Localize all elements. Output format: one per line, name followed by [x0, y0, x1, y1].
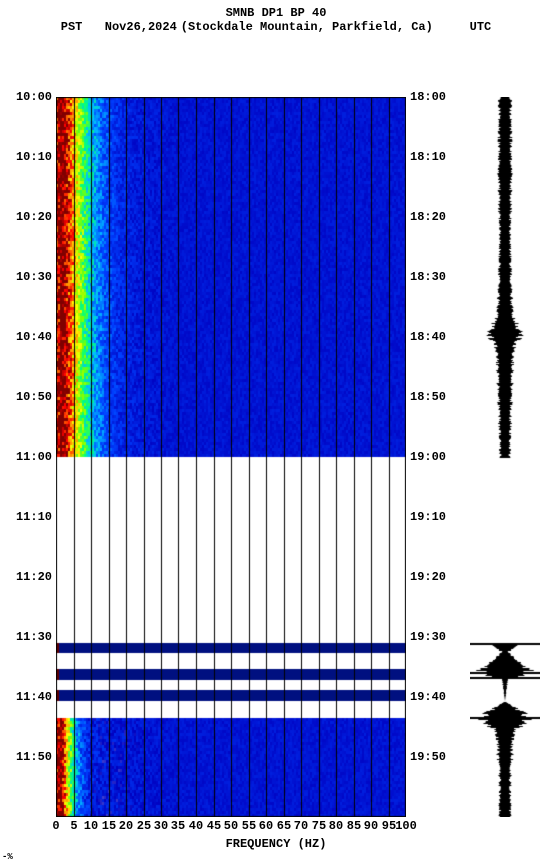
xtick: 20	[119, 819, 133, 833]
ytick-left: 10:20	[16, 210, 52, 224]
ytick-right: 19:30	[410, 630, 446, 644]
footnote: -%	[2, 852, 13, 862]
ytick-left: 10:10	[16, 150, 52, 164]
ytick-right: 18:20	[410, 210, 446, 224]
xtick: 10	[84, 819, 98, 833]
xtick: 90	[364, 819, 378, 833]
xtick: 15	[102, 819, 116, 833]
ytick-left: 10:50	[16, 390, 52, 404]
tz-right: UTC	[470, 20, 492, 34]
ytick-right: 18:40	[410, 330, 446, 344]
ytick-left: 10:00	[16, 90, 52, 104]
ytick-right: 18:00	[410, 90, 446, 104]
xtick: 40	[189, 819, 203, 833]
ytick-right: 19:10	[410, 510, 446, 524]
tz-left: PST	[61, 20, 83, 34]
xtick: 85	[347, 819, 361, 833]
ytick-left: 11:40	[16, 690, 52, 704]
xtick: 50	[224, 819, 238, 833]
xtick: 55	[242, 819, 256, 833]
date: Nov26,2024	[105, 20, 177, 34]
xtick: 60	[259, 819, 273, 833]
xlabel: FREQUENCY (HZ)	[0, 837, 552, 851]
xtick: 35	[171, 819, 185, 833]
ytick-right: 19:00	[410, 450, 446, 464]
spectrogram	[56, 97, 406, 817]
ytick-right: 19:20	[410, 570, 446, 584]
xtick: 5	[70, 819, 77, 833]
xtick: 100	[395, 819, 417, 833]
ytick-left: 11:20	[16, 570, 52, 584]
ytick-right: 19:50	[410, 750, 446, 764]
ytick-right: 18:50	[410, 390, 446, 404]
location: (Stockdale Mountain, Parkfield, Ca)	[181, 20, 433, 34]
waveform-trace	[470, 97, 540, 817]
xtick: 95	[382, 819, 396, 833]
xtick: 70	[294, 819, 308, 833]
xtick: 45	[207, 819, 221, 833]
ytick-left: 10:40	[16, 330, 52, 344]
ytick-right: 19:40	[410, 690, 446, 704]
xtick: 25	[137, 819, 151, 833]
title: SMNB DP1 BP 40	[0, 6, 552, 20]
xtick: 80	[329, 819, 343, 833]
ytick-left: 11:00	[16, 450, 52, 464]
xtick: 30	[154, 819, 168, 833]
xtick: 65	[277, 819, 291, 833]
xtick: 75	[312, 819, 326, 833]
ytick-left: 11:50	[16, 750, 52, 764]
ytick-right: 18:30	[410, 270, 446, 284]
xtick: 0	[52, 819, 59, 833]
ytick-left: 10:30	[16, 270, 52, 284]
ytick-left: 11:10	[16, 510, 52, 524]
ytick-left: 11:30	[16, 630, 52, 644]
ytick-right: 18:10	[410, 150, 446, 164]
